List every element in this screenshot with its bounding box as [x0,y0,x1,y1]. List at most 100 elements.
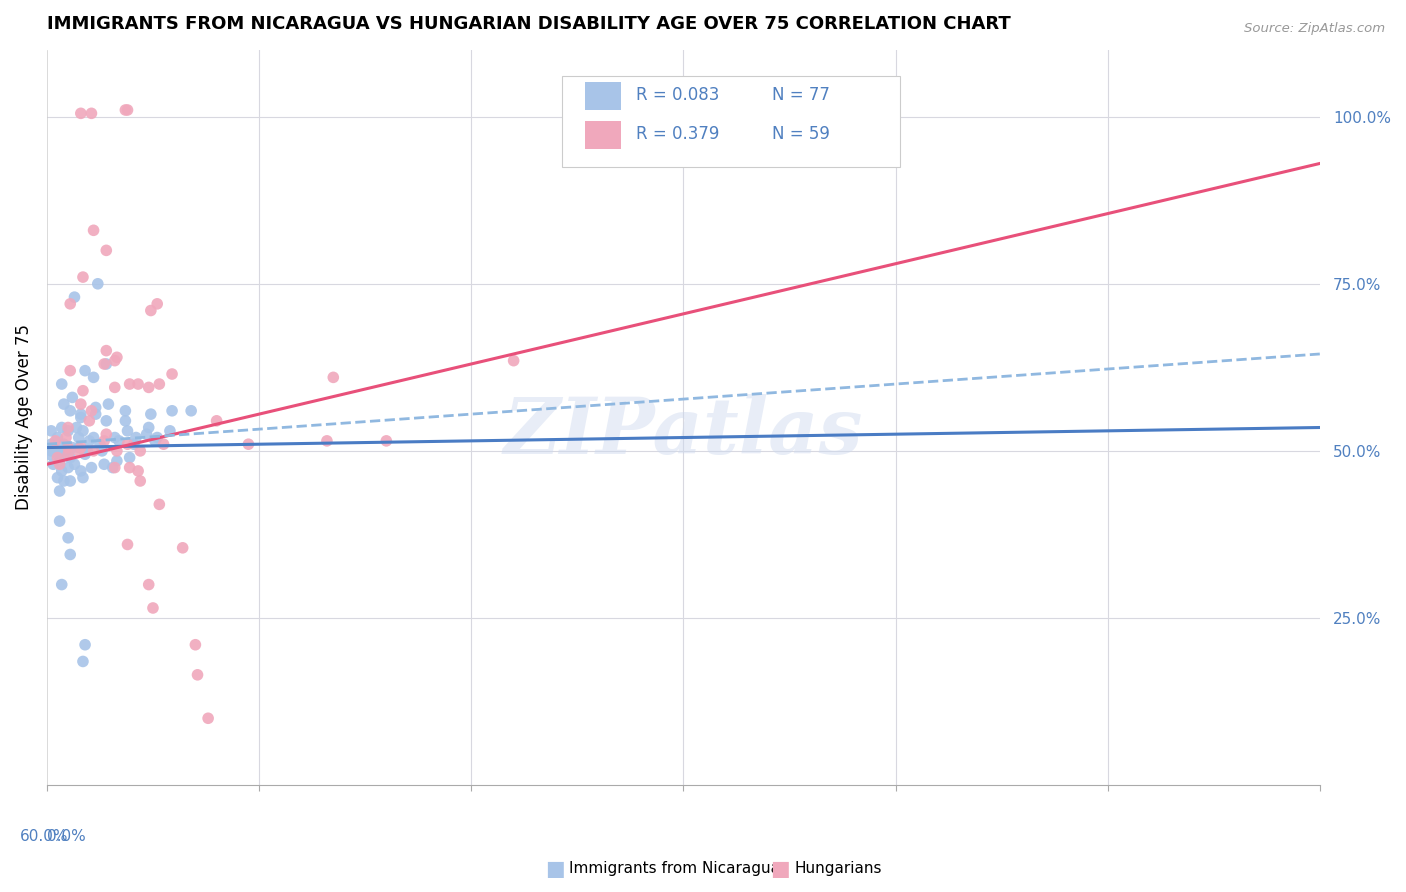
Text: R = 0.083: R = 0.083 [637,87,720,104]
Point [65,420,87,434]
Point [238,437,260,451]
Text: 0.0%: 0.0% [46,830,86,844]
Text: Source: ZipAtlas.com: Source: ZipAtlas.com [1244,22,1385,36]
Point [93,457,115,471]
Point [67,430,90,444]
Point [108,434,131,448]
Point [93,434,115,448]
Point [59,404,82,418]
Point [138,577,160,591]
Point [104,380,127,394]
Point [159,424,181,438]
Point [96,343,118,358]
Point [38,447,60,461]
Point [96,357,118,371]
Point [44,443,66,458]
Point [72,270,94,285]
Text: Hungarians: Hungarians [794,862,882,876]
Point [138,380,160,394]
Point [48,447,70,461]
Point [117,424,139,438]
Point [67,443,90,458]
Text: IMMIGRANTS FROM NICARAGUA VS HUNGARIAN DISABILITY AGE OVER 75 CORRELATION CHART: IMMIGRANTS FROM NICARAGUA VS HUNGARIAN D… [46,15,1011,33]
Point [148,377,170,392]
Point [42,457,65,471]
Point [52,397,75,411]
Point [48,457,70,471]
Point [72,424,94,438]
Point [55,443,77,458]
Point [152,437,174,451]
Point [44,434,66,448]
Point [135,427,157,442]
Point [143,434,166,448]
Point [316,434,339,448]
Point [56,441,79,455]
Text: N = 77: N = 77 [772,87,831,104]
Point [69,106,91,120]
Point [42,441,65,455]
Point [172,541,194,555]
Point [148,497,170,511]
Point [93,357,115,371]
Point [39,443,62,458]
Point [79,434,101,448]
Point [125,430,148,444]
Text: 60.0%: 60.0% [20,830,67,844]
Point [105,443,128,458]
Point [59,548,82,562]
Point [114,414,136,428]
Point [375,434,398,448]
Text: N = 59: N = 59 [772,126,831,144]
Point [63,290,86,304]
Point [96,244,118,258]
Point [96,427,118,442]
Point [80,460,103,475]
Point [146,430,169,444]
Point [39,424,62,438]
Point [39,437,62,451]
Point [55,430,77,444]
Point [80,404,103,418]
Point [91,443,114,458]
Point [146,297,169,311]
Point [117,103,139,117]
Point [72,470,94,484]
Point [51,577,73,591]
Point [56,531,79,545]
Point [46,470,69,484]
Point [101,460,124,475]
Point [63,457,86,471]
Point [87,277,110,291]
Point [56,424,79,438]
Point [69,441,91,455]
Point [104,460,127,475]
Point [184,638,207,652]
Text: ■: ■ [546,859,565,879]
Point [84,401,107,415]
Point [69,407,91,421]
Point [105,351,128,365]
Point [51,420,73,434]
Point [129,474,152,488]
Point [80,106,103,120]
Text: Immigrants from Nicaragua: Immigrants from Nicaragua [569,862,780,876]
Point [127,377,149,392]
Point [84,407,107,421]
Point [72,384,94,398]
Point [118,377,141,392]
Point [114,103,136,117]
Point [129,443,152,458]
Point [117,537,139,551]
Point [79,414,101,428]
Text: ZIPatlas: ZIPatlas [503,394,863,470]
Point [114,404,136,418]
Point [142,601,165,615]
Point [117,437,139,451]
FancyBboxPatch shape [585,121,621,149]
Point [127,464,149,478]
Point [75,447,97,461]
Text: R = 0.379: R = 0.379 [637,126,720,144]
Point [105,454,128,468]
Point [51,377,73,392]
